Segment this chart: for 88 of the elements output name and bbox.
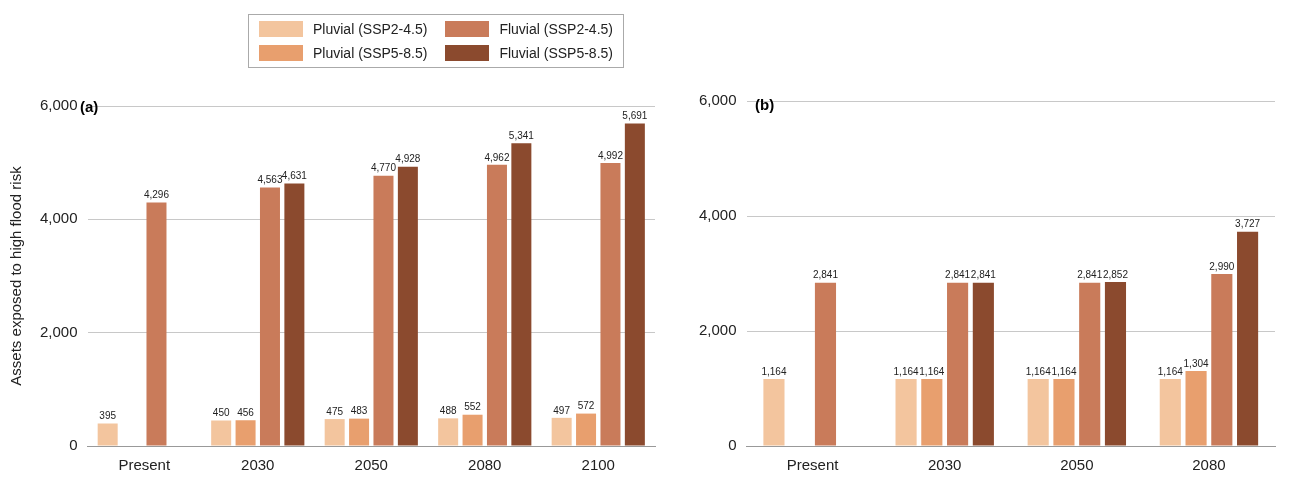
data-label: 2,841 xyxy=(970,269,997,281)
data-label: 2,852 xyxy=(1102,268,1129,280)
bar xyxy=(146,202,167,446)
data-label: 4,992 xyxy=(597,149,624,161)
data-label: 552 xyxy=(464,401,482,413)
bar xyxy=(462,414,483,446)
data-label: 4,296 xyxy=(143,189,170,201)
bar xyxy=(814,282,837,446)
bar xyxy=(373,175,394,446)
data-label: 497 xyxy=(553,404,571,416)
data-label: 2,841 xyxy=(812,269,839,281)
y-tick-label: 6,000 xyxy=(698,91,737,109)
bar xyxy=(1053,379,1075,446)
data-label: 395 xyxy=(99,410,117,422)
bar xyxy=(1237,231,1259,446)
data-label: 1,304 xyxy=(1183,357,1210,369)
chart-title: (b) xyxy=(755,96,775,113)
bar xyxy=(972,282,994,446)
data-label: 2,841 xyxy=(1077,269,1103,281)
bar xyxy=(259,187,280,446)
bar xyxy=(624,123,645,446)
legend-label: Pluvial (SSP5-8.5) xyxy=(313,45,428,61)
x-tick-label: 2050 xyxy=(1060,456,1094,474)
bar xyxy=(397,166,418,446)
data-label: 1,164 xyxy=(761,365,787,377)
data-label: 5,691 xyxy=(622,110,648,122)
bar xyxy=(551,417,572,446)
data-label: 450 xyxy=(212,407,230,419)
bar xyxy=(600,163,621,446)
bar xyxy=(438,418,459,446)
data-label: 3,727 xyxy=(1235,218,1261,230)
bar xyxy=(1211,274,1233,446)
legend-label: Fluvial (SSP5-8.5) xyxy=(499,45,613,61)
data-label: 488 xyxy=(439,405,457,417)
x-tick-label: 2030 xyxy=(928,456,962,474)
x-tick-label: 2050 xyxy=(354,456,388,474)
data-label: 5,341 xyxy=(508,130,535,142)
data-label: 4,631 xyxy=(281,170,308,182)
data-label: 456 xyxy=(237,406,255,418)
bar xyxy=(284,183,305,446)
bar xyxy=(486,164,507,446)
bar xyxy=(576,413,597,446)
legend-label: Fluvial (SSP2-4.5) xyxy=(499,21,613,37)
bar xyxy=(921,379,943,446)
x-tick-label: 2030 xyxy=(241,456,275,474)
bar xyxy=(235,420,256,446)
y-axis-title: Assets exposed to high flood risk xyxy=(7,165,25,386)
x-tick-label: 2080 xyxy=(1192,456,1226,474)
bar xyxy=(511,143,532,446)
y-tick-label: 6,000 xyxy=(39,96,78,114)
data-label: 4,928 xyxy=(395,153,421,165)
y-tick-label: 0 xyxy=(69,436,78,454)
y-tick-label: 0 xyxy=(728,436,737,454)
bar xyxy=(1159,379,1181,446)
data-label: 475 xyxy=(326,405,344,417)
data-label: 4,563 xyxy=(257,174,283,186)
y-tick-label: 4,000 xyxy=(39,209,78,227)
y-tick-label: 2,000 xyxy=(698,321,737,339)
legend-label: Pluvial (SSP2-4.5) xyxy=(313,21,428,37)
bar xyxy=(97,423,118,446)
bar xyxy=(349,418,370,446)
bar xyxy=(324,419,345,446)
chart-title: (a) xyxy=(80,98,99,115)
data-label: 2,990 xyxy=(1209,260,1235,272)
y-tick-label: 2,000 xyxy=(39,322,78,340)
bar xyxy=(1185,371,1207,446)
data-label: 2,841 xyxy=(945,269,971,281)
bar xyxy=(1027,379,1049,446)
bar xyxy=(763,379,785,446)
data-label: 4,962 xyxy=(484,151,510,163)
x-tick-label: Present xyxy=(118,456,171,474)
bar xyxy=(211,420,232,446)
x-tick-label: Present xyxy=(786,456,840,474)
bar xyxy=(1079,282,1101,446)
data-label: 4,770 xyxy=(370,162,397,174)
data-label: 1,164 xyxy=(1157,365,1184,377)
y-tick-label: 4,000 xyxy=(698,206,737,224)
x-tick-label: 2100 xyxy=(581,456,615,474)
bar xyxy=(1104,282,1127,446)
data-label: 1,164 xyxy=(919,365,945,377)
bar xyxy=(947,282,969,446)
data-label: 572 xyxy=(577,400,595,412)
bar xyxy=(895,379,917,446)
data-label: 1,164 xyxy=(1025,365,1052,377)
x-tick-label: 2080 xyxy=(468,456,502,474)
data-label: 1,164 xyxy=(1051,365,1077,377)
data-label: 483 xyxy=(350,405,368,417)
data-label: 1,164 xyxy=(893,365,920,377)
